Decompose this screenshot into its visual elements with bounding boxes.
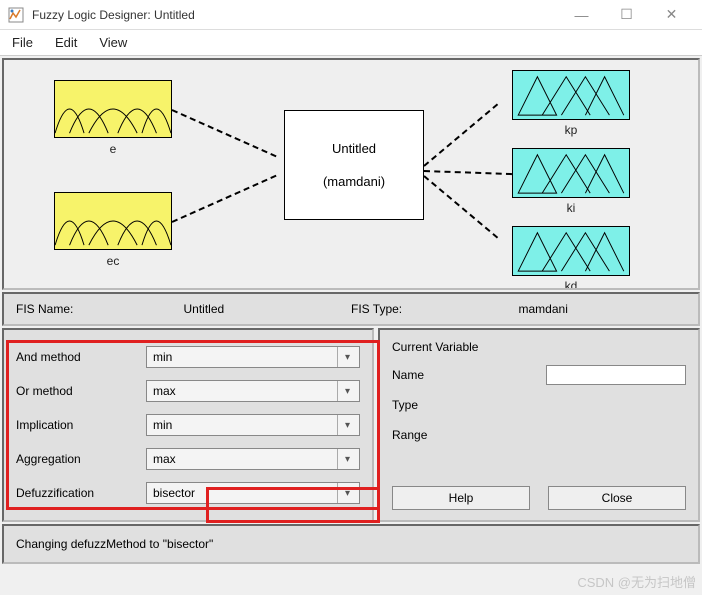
menu-edit[interactable]: Edit <box>55 35 77 50</box>
maximize-button[interactable]: ☐ <box>604 0 649 30</box>
cv-range-label: Range <box>392 428 462 442</box>
chevron-down-icon: ▾ <box>337 381 357 401</box>
implication-label: Implication <box>16 418 146 432</box>
rule-name: Untitled <box>332 141 376 156</box>
app-icon <box>8 7 24 23</box>
chevron-down-icon: ▾ <box>337 347 357 367</box>
status-text: Changing defuzzMethod to "bisector" <box>16 537 213 551</box>
input-block-e[interactable] <box>54 80 172 138</box>
help-button[interactable]: Help <box>392 486 530 510</box>
cv-name-label: Name <box>392 368 462 382</box>
defuzz-select[interactable]: bisector▾ <box>146 482 360 504</box>
fis-info-panel: FIS Name: Untitled FIS Type: mamdani <box>2 292 700 326</box>
or-method-label: Or method <box>16 384 146 398</box>
aggregation-select[interactable]: max▾ <box>146 448 360 470</box>
edge-rule-kp <box>423 104 498 167</box>
chevron-down-icon: ▾ <box>337 449 357 469</box>
close-button[interactable]: Close <box>548 486 686 510</box>
window-title: Fuzzy Logic Designer: Untitled <box>32 8 559 22</box>
watermark: CSDN @无为扫地僧 <box>577 572 696 591</box>
titlebar: Fuzzy Logic Designer: Untitled — ☐ ✕ <box>0 0 702 30</box>
output-block-kp[interactable] <box>512 70 630 120</box>
input-label-ec: ec <box>54 254 172 268</box>
fis-type-value: mamdani <box>519 302 687 316</box>
output-block-ki[interactable] <box>512 148 630 198</box>
fis-diagram: e ec Untitled (mamdani) kp ki kd <box>2 58 700 290</box>
chevron-down-icon: ▾ <box>337 483 357 503</box>
output-block-kd[interactable] <box>512 226 630 276</box>
menu-view[interactable]: View <box>99 35 127 50</box>
fis-name-value: Untitled <box>184 302 352 316</box>
rule-type: (mamdani) <box>323 174 385 189</box>
and-method-select[interactable]: min▾ <box>146 346 360 368</box>
output-label-kd: kd <box>512 279 630 290</box>
chevron-down-icon: ▾ <box>337 415 357 435</box>
output-label-kp: kp <box>512 123 630 137</box>
and-method-label: And method <box>16 350 146 364</box>
cv-type-label: Type <box>392 398 462 412</box>
input-label-e: e <box>54 142 172 156</box>
input-block-ec[interactable] <box>54 192 172 250</box>
current-variable-panel: Current Variable Name Type Range Help Cl… <box>378 328 700 522</box>
implication-select[interactable]: min▾ <box>146 414 360 436</box>
edge-rule-ki <box>424 170 512 175</box>
current-var-title: Current Variable <box>392 340 686 354</box>
edge-rule-kd <box>423 175 498 238</box>
fis-type-label: FIS Type: <box>351 302 519 316</box>
output-label-ki: ki <box>512 201 630 215</box>
close-window-button[interactable]: ✕ <box>649 0 694 30</box>
rule-block[interactable]: Untitled (mamdani) <box>284 110 424 220</box>
edge-ec-rule <box>172 175 277 223</box>
aggregation-label: Aggregation <box>16 452 146 466</box>
defuzz-label: Defuzzification <box>16 486 146 500</box>
edge-e-rule <box>172 109 277 157</box>
methods-panel: And method min▾ Or method max▾ Implicati… <box>2 328 374 522</box>
minimize-button[interactable]: — <box>559 0 604 30</box>
menubar: File Edit View <box>0 30 702 56</box>
fis-name-label: FIS Name: <box>16 302 184 316</box>
or-method-select[interactable]: max▾ <box>146 380 360 402</box>
status-bar: Changing defuzzMethod to "bisector" <box>2 524 700 564</box>
cv-name-input[interactable] <box>546 365 686 385</box>
menu-file[interactable]: File <box>12 35 33 50</box>
